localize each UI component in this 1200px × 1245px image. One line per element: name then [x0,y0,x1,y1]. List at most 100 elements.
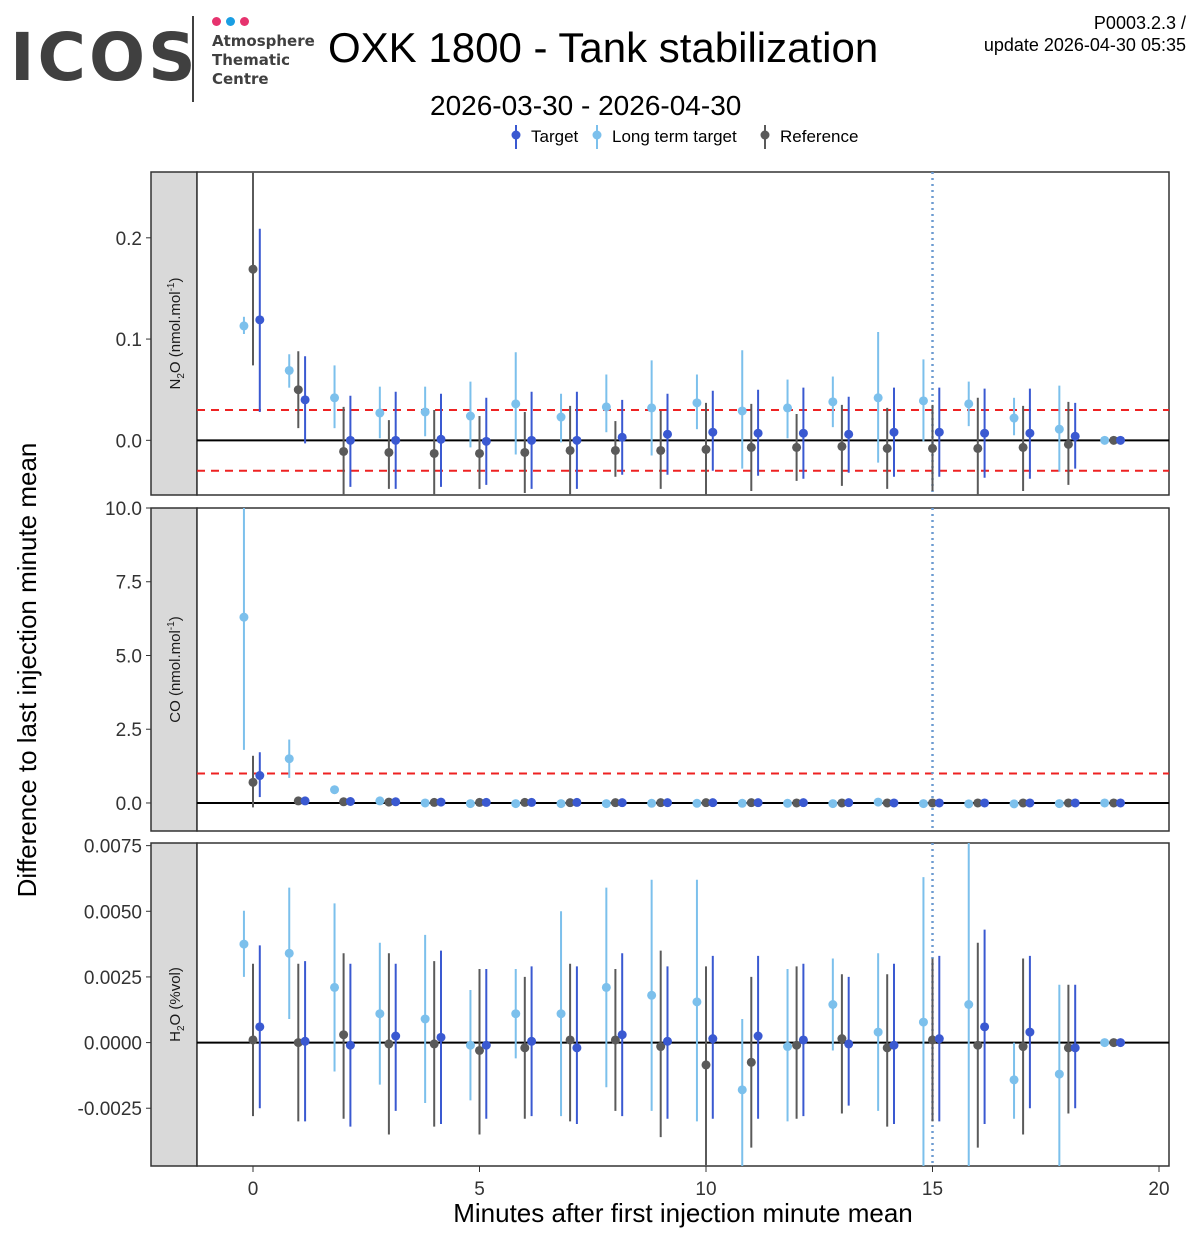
data-point [828,1000,838,1009]
facet-strip-label: CO (nmol.mol-1) [166,616,184,722]
data-point [746,1057,756,1067]
data-point [1018,1042,1028,1052]
data-point [420,798,430,808]
data-point [973,1040,983,1050]
data-point [798,428,808,438]
data-point [339,1030,349,1040]
data-point [610,445,620,455]
data-point [375,408,385,418]
data-point [882,443,892,453]
data-point [1054,799,1064,809]
data-point [662,798,672,808]
x-tick-label: 0 [248,1179,259,1200]
logo-divider [192,16,194,102]
date-range-subtitle: 2026-03-30 - 2026-04-30 [430,90,742,121]
data-point [882,1043,892,1053]
data-point [293,796,303,806]
data-point [572,797,582,807]
data-point [520,797,530,807]
data-point [753,428,763,438]
data-point [647,798,657,808]
data-point [293,1038,303,1048]
data-point [701,444,711,454]
data-point [889,798,899,808]
data-point [837,798,847,808]
data-point [737,406,747,416]
series-long-term-target [239,508,1110,809]
data-point [520,1043,530,1053]
data-point [783,1042,793,1052]
data-point [601,402,611,412]
data-point [284,365,294,375]
data-point [737,1085,747,1095]
data-point [964,399,974,409]
data-point [384,1039,394,1049]
data-point [255,771,265,781]
x-tick-label: 15 [922,1179,943,1200]
data-point [1070,431,1080,441]
data-point [656,798,666,808]
series-reference [248,755,1119,808]
data-point [572,1043,582,1053]
data-point [520,447,530,457]
y-axis-label: Difference to last injection minute mean [12,443,42,898]
icos-logo-text: ICOS [10,19,199,96]
panel-3: H2O (%vol) -0.0025 0.0000 0.0025 0.0050 0.007… [78,837,1170,1167]
data-point [798,1035,808,1045]
data-point [339,797,349,807]
y-tick-label: 0.2 [116,229,142,250]
data-point [792,1040,802,1050]
data-point [1115,798,1125,808]
data-point [692,798,702,808]
series-reference [248,942,1119,1166]
legend-item-reference: Reference [760,125,858,149]
data-point [1025,428,1035,438]
data-point [889,427,899,437]
data-point [481,797,491,807]
data-point [708,1034,718,1044]
data-point [239,321,249,331]
data-point [928,443,937,453]
legend-label: Reference [780,127,858,146]
legend: Target Long term target Reference [511,125,858,149]
data-point [300,395,310,405]
logo-dot-2 [226,17,235,26]
data-point [1009,1075,1019,1085]
legend-item-long-term-target: Long term target [592,125,737,149]
panel-2: CO (nmol.mol-1) 0.0 2.5 5.0 7.5 10.0 [105,499,1170,832]
data-point [391,797,401,807]
data-point [556,412,566,422]
y-tick-label: 0.1 [116,330,142,351]
data-point [511,799,521,809]
data-point [330,393,340,403]
data-point [828,397,838,407]
x-axis-label: Minutes after first injection minute mea… [453,1198,913,1228]
data-point [255,315,265,325]
legend-label: Long term target [612,127,737,146]
data-point [980,428,990,438]
data-point [792,442,802,452]
data-point [837,1034,847,1044]
panels: N2O (nmol.mol-1) 0.0 0.1 0.2 CO (nmol.mol-1)… [78,171,1170,1167]
update-line: update 2026-04-30 05:35 [983,35,1186,55]
data-point [980,1022,990,1032]
logo-subtitle-line-2: Thematic [212,51,291,69]
legend-key-point [592,130,602,140]
data-point [481,1040,491,1050]
data-point [436,797,446,807]
data-point [330,785,340,795]
data-point [572,435,582,445]
data-point [662,1036,672,1046]
series-target [255,752,1125,808]
data-point [1018,442,1028,452]
data-point [1018,798,1028,808]
data-point [391,435,401,445]
data-point [701,1060,711,1070]
data-point [375,796,385,806]
data-point [1070,1043,1080,1053]
panel-plot-area [197,843,1169,1166]
data-point [239,939,249,949]
series-long-term-target [239,843,1110,1166]
data-point [284,754,294,764]
data-point [873,393,883,403]
